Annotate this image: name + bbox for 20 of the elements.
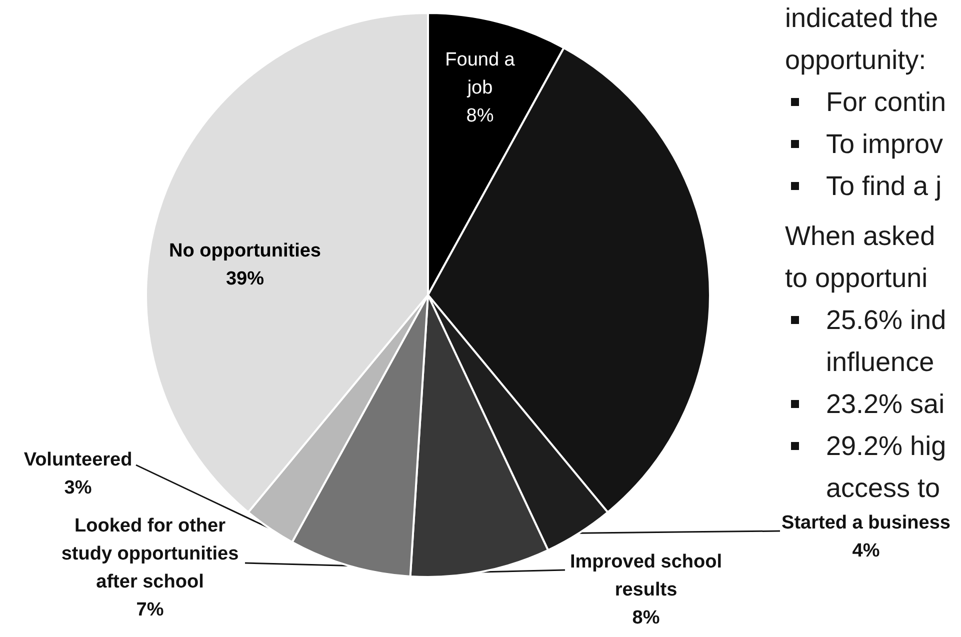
text: 23.2% sai [826, 388, 945, 421]
data-label: 8% [632, 608, 660, 628]
text: To find a j [826, 170, 942, 203]
slice-label: Improved school results [570, 552, 722, 600]
slice-label: No opportunities [169, 240, 321, 262]
text: When asked to opportuni [785, 220, 936, 295]
slice-label: Started a business [782, 512, 950, 534]
text: 29.2% hig access to [826, 430, 946, 505]
text: To improv [826, 128, 944, 161]
slice-label: Volunteered [24, 450, 132, 470]
slice-label: Found a job [445, 50, 516, 98]
text: indicated the opportunity: [785, 2, 938, 77]
slice-label: Looked for other study opportunities after school [61, 516, 239, 592]
data-label: 39% [226, 268, 264, 290]
data-label: 3% [64, 478, 92, 498]
text: For contin [826, 86, 946, 119]
data-label: 8% [466, 106, 494, 126]
text: 25.6% ind influence [826, 304, 946, 379]
data-label: 4% [852, 540, 880, 562]
data-label: 7% [136, 600, 164, 620]
